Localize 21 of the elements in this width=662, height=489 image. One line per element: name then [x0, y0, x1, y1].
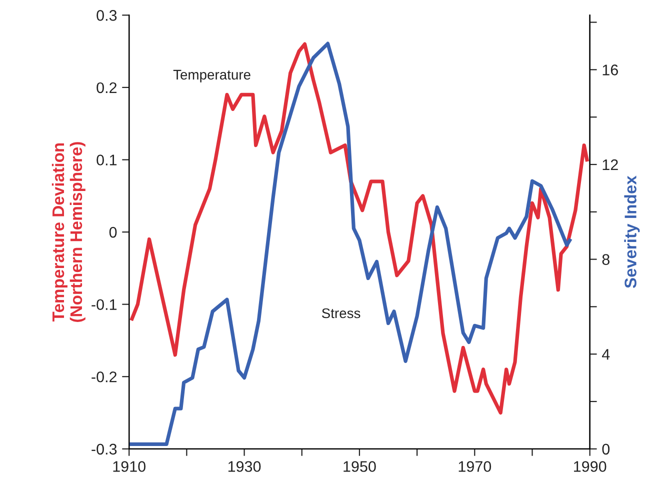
- y2-tick-label: 8: [602, 254, 610, 265]
- y2-tick-label: 4: [602, 349, 610, 360]
- y-tick-label: 0: [109, 226, 117, 238]
- y-tick-label: -0.1: [92, 299, 117, 310]
- series-label: Stress: [322, 308, 360, 318]
- x-tick-label: 1970: [458, 461, 492, 472]
- y-axis-title: Temperature Deviation (Northern Hemisphere): [52, 142, 86, 322]
- y-tick-label: 0.2: [96, 82, 117, 94]
- y2-tick-label: 16: [602, 64, 618, 76]
- y2-tick-label: 0: [602, 444, 610, 455]
- y2-axis-title: Severity Index: [624, 176, 640, 288]
- x-tick-label: 1930: [228, 461, 261, 472]
- x-tick-label: 1950: [344, 461, 376, 472]
- y-tick-label: 0.3: [96, 10, 117, 21]
- x-tick-label: 1910: [113, 461, 146, 472]
- y-tick-label: -0.2: [92, 371, 117, 382]
- x-tick-label: 1990: [574, 461, 606, 472]
- series-label: Temperature: [173, 70, 250, 82]
- y-tick-label: 0.1: [96, 154, 117, 166]
- y-tick-label: -0.3: [92, 444, 117, 455]
- y2-tick-label: 12: [602, 159, 618, 170]
